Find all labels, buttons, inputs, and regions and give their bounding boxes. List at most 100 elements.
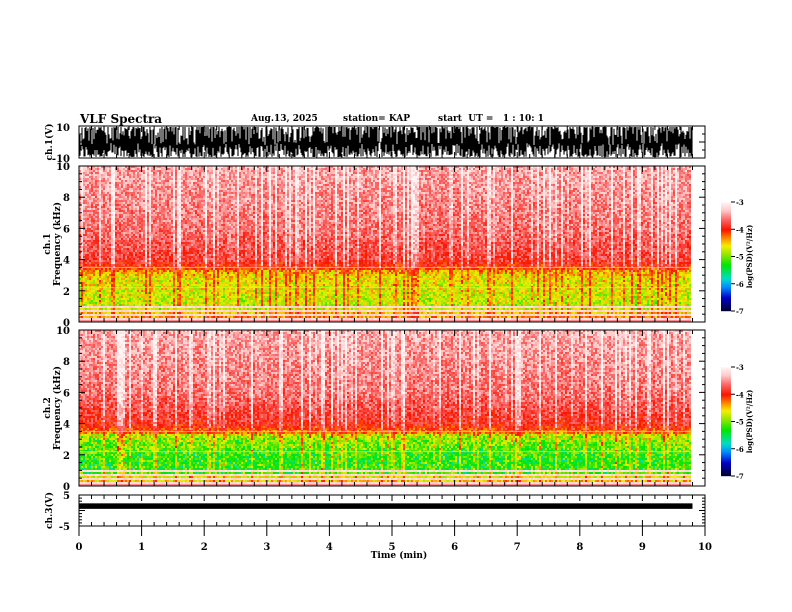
spectrogram-cell: [417, 190, 419, 192]
spectrogram-cell: [85, 192, 87, 194]
spectrogram-cell: [435, 180, 437, 182]
spectrogram-cell: [487, 168, 489, 170]
spectrogram-cell: [291, 178, 293, 180]
spectrogram-cell: [149, 184, 151, 186]
spectrogram-cell: [103, 184, 105, 186]
spectrogram-cell: [329, 186, 331, 188]
spectrogram-cell: [81, 192, 83, 194]
spectrogram-cell: [215, 174, 217, 176]
spectrogram-cell: [405, 178, 407, 180]
spectrogram-cell: [257, 190, 259, 192]
spectrogram-cell: [511, 188, 513, 190]
spectrogram-cell: [321, 190, 323, 192]
spectrogram-cell: [653, 186, 655, 188]
spectrogram-cell: [247, 170, 249, 172]
spectrogram-cell: [505, 192, 507, 194]
spectrogram-cell: [563, 194, 565, 196]
spectrogram-cell: [257, 184, 259, 186]
spectrogram-cell: [271, 184, 273, 186]
spectrogram-cell: [209, 194, 211, 196]
spectrogram-cell: [95, 172, 97, 174]
spectrogram-cell: [357, 186, 359, 188]
spectrogram-cell: [309, 174, 311, 176]
spectrogram-cell: [183, 168, 185, 170]
spectrogram-cell: [241, 184, 243, 186]
spectrogram-cell: [187, 168, 189, 170]
spectrogram-cell: [395, 180, 397, 182]
spectrogram-cell: [385, 190, 387, 192]
spectrogram-cell: [525, 188, 527, 190]
spectrogram-cell: [597, 190, 599, 192]
spectrogram-cell: [407, 194, 409, 196]
spectrogram-cell: [667, 194, 669, 196]
spectrogram-cell: [369, 174, 371, 176]
spectrogram-cell: [389, 174, 391, 176]
spectrogram-cell: [601, 190, 603, 192]
spectrogram-cell: [591, 176, 593, 178]
spectrogram-cell: [395, 188, 397, 190]
spectrogram-cell: [225, 168, 227, 170]
spectrogram-cell: [501, 172, 503, 174]
spectrogram-cell: [149, 170, 151, 172]
spectrogram-cell: [113, 186, 115, 188]
spectrogram-cell: [349, 186, 351, 188]
spectrogram-cell: [115, 184, 117, 186]
spectrogram-cell: [209, 176, 211, 178]
spectrogram-cell: [439, 184, 441, 186]
spectrogram-cell: [483, 192, 485, 194]
spectrogram-cell: [123, 174, 125, 176]
spectrogram-cell: [483, 188, 485, 190]
spectrogram-cell: [571, 188, 573, 190]
spectrogram-cell: [387, 194, 389, 196]
spectrogram-cell: [305, 196, 307, 198]
spectrogram-cell: [511, 192, 513, 194]
spectrogram-cell: [399, 186, 401, 188]
spectrogram-cell: [223, 184, 225, 186]
spectrogram-cell: [319, 196, 321, 198]
spectrogram-cell: [625, 190, 627, 192]
spectrogram-cell: [685, 190, 687, 192]
spectrogram-cell: [519, 174, 521, 176]
spectrogram-cell: [173, 174, 175, 176]
spectrogram-cell: [199, 196, 201, 198]
spectrogram-cell: [289, 170, 291, 172]
spectrogram-cell: [443, 184, 445, 186]
spectrogram-cell: [129, 180, 131, 182]
spectrogram-cell: [681, 188, 683, 190]
spectrogram-cell: [419, 178, 421, 180]
spectrogram-cell: [273, 174, 275, 176]
spectrogram-cell: [419, 188, 421, 190]
spectrogram-cell: [391, 172, 393, 174]
spectrogram-cell: [389, 190, 391, 192]
spectrogram-cell: [363, 170, 365, 172]
spectrogram-cell: [459, 172, 461, 174]
spectrogram-cell: [311, 192, 313, 194]
spectrogram-cell: [91, 192, 93, 194]
spectrogram-cell: [239, 178, 241, 180]
spectrogram-cell: [345, 194, 347, 196]
spectrogram-cell: [665, 170, 667, 172]
spectrogram-cell: [509, 182, 511, 184]
spectrogram-cell: [447, 194, 449, 196]
spectrogram-cell: [495, 190, 497, 192]
spectrogram-cell: [503, 192, 505, 194]
spectrogram-cell: [325, 168, 327, 170]
spectrogram-cell: [367, 196, 369, 198]
spectrogram-cell: [223, 186, 225, 188]
spectrogram-cell: [209, 170, 211, 172]
spectrogram-cell: [205, 168, 207, 170]
spectrogram-cell: [463, 182, 465, 184]
spectrogram-cell: [319, 182, 321, 184]
spectrogram-cell: [131, 168, 133, 170]
spectrogram-cell: [445, 190, 447, 192]
spectrogram-cell: [611, 178, 613, 180]
spectrogram-cell: [297, 168, 299, 170]
spectrogram-cell: [161, 194, 163, 196]
spectrogram-cell: [629, 172, 631, 174]
spectrogram-cell: [289, 196, 291, 198]
spectrogram-cell: [463, 194, 465, 196]
spectrogram-cell: [273, 186, 275, 188]
spectrogram-cell: [173, 188, 175, 190]
spectrogram-cell: [445, 180, 447, 182]
spectrogram-cell: [287, 172, 289, 174]
